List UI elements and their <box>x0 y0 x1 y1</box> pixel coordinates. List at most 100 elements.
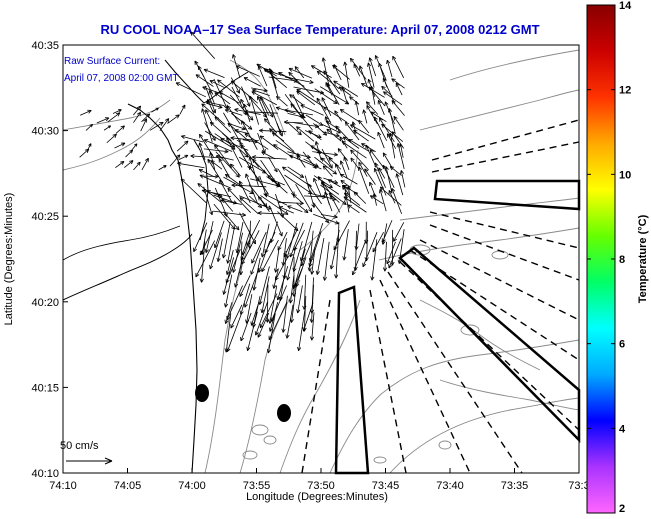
current-vector <box>340 180 351 188</box>
current-vector <box>341 87 348 104</box>
current-vector <box>246 311 258 351</box>
current-vector <box>159 118 170 132</box>
current-vector <box>295 183 313 213</box>
current-vector <box>366 105 378 125</box>
current-vector <box>107 112 121 123</box>
current-vector <box>362 109 368 124</box>
current-vector <box>297 310 306 351</box>
shipping-lane-boundary <box>419 239 580 321</box>
current-vector <box>224 274 233 308</box>
current-vector <box>296 202 309 214</box>
current-vector <box>378 189 387 212</box>
current-vector <box>382 241 388 272</box>
current-vector <box>326 82 340 106</box>
current-vector <box>322 124 341 134</box>
current-vector <box>249 95 260 125</box>
current-vector <box>381 220 393 243</box>
current-vector <box>248 156 259 186</box>
current-vector <box>372 193 377 206</box>
current-vector <box>80 109 92 116</box>
current-vector <box>132 105 142 116</box>
current-vector <box>386 59 393 78</box>
x-axis-label: Longitude (Degrees:Minutes) <box>246 491 388 503</box>
current-vector <box>283 120 304 125</box>
x-tick-label: 73:45 <box>372 480 400 492</box>
current-vector <box>261 151 276 160</box>
current-vector <box>343 61 350 88</box>
current-vector <box>207 158 224 185</box>
current-vector <box>399 170 406 188</box>
current-vector <box>261 239 279 273</box>
current-vector <box>328 157 342 170</box>
current-vector <box>313 213 340 225</box>
current-vector <box>293 122 320 129</box>
current-vector <box>250 247 262 275</box>
current-vector <box>203 148 229 154</box>
current-vector <box>124 160 134 168</box>
current-vector <box>201 108 213 143</box>
current-vector <box>79 148 90 158</box>
current-vector <box>167 114 180 124</box>
current-vector <box>348 138 369 152</box>
current-vector <box>311 65 332 78</box>
current-vector <box>384 166 393 194</box>
current-vector <box>324 191 333 212</box>
current-vector <box>300 104 324 116</box>
current-vector <box>257 65 268 87</box>
current-vector <box>151 107 159 113</box>
shipping-lane-boundary <box>409 249 580 361</box>
current-vector <box>175 82 206 98</box>
current-vector <box>263 118 278 134</box>
current-vector <box>278 206 294 214</box>
shipping-lane-boundary <box>399 261 580 431</box>
current-vector <box>393 115 404 131</box>
current-vector <box>268 68 279 97</box>
current-vector <box>369 195 384 205</box>
current-vector <box>395 173 404 196</box>
current-vector <box>244 133 269 150</box>
current-vector <box>106 133 117 144</box>
current-vector <box>133 111 141 123</box>
annotation-line-2: April 07, 2008 02:00 GMT <box>64 73 179 84</box>
current-vector <box>230 123 246 131</box>
current-vector <box>343 156 350 171</box>
current-vector <box>309 312 315 341</box>
current-vector <box>347 204 360 214</box>
current-vector <box>180 178 207 204</box>
current-vector <box>282 166 312 188</box>
current-vector <box>264 193 288 206</box>
current-vector <box>227 105 241 125</box>
coastline <box>62 59 249 474</box>
current-vector <box>269 205 283 237</box>
current-vector <box>377 100 385 115</box>
current-vector <box>383 91 403 106</box>
current-vector <box>396 143 405 169</box>
current-vector <box>339 173 358 185</box>
current-vector <box>231 232 244 273</box>
current-vector <box>320 214 338 219</box>
current-vector <box>215 154 234 161</box>
current-vector <box>260 223 270 258</box>
current-vector <box>308 231 322 268</box>
current-vector <box>209 80 226 89</box>
current-vector <box>213 203 236 230</box>
current-vector <box>250 301 260 326</box>
current-vector <box>302 302 314 332</box>
current-vector <box>339 160 348 179</box>
current-vector <box>114 142 126 149</box>
current-vector <box>365 144 377 168</box>
current-vector <box>292 193 304 205</box>
y-axis-label: Latitude (Degrees:Minutes) <box>3 193 15 326</box>
current-vector <box>201 103 226 125</box>
colorbar-ticks: 2 4 6 8 10 12 14 <box>587 0 632 515</box>
current-vector <box>328 192 340 203</box>
current-vector <box>177 161 205 169</box>
shipping-lane-boundary <box>301 299 331 474</box>
current-vector <box>341 140 367 159</box>
current-vector <box>197 183 222 203</box>
current-vector <box>131 143 138 151</box>
chart-title: RU COOL NOAA–17 Sea Surface Temperature:… <box>100 22 539 37</box>
current-vector <box>368 86 386 107</box>
current-vector <box>367 62 375 88</box>
x-tick-label: 74:10 <box>49 480 77 492</box>
